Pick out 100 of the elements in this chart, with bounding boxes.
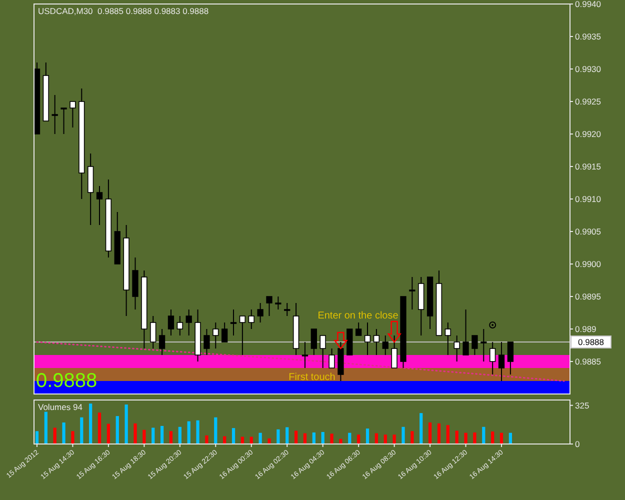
bar — [286, 427, 289, 444]
y-tick-label: 0.9935 — [575, 32, 602, 42]
bar — [437, 423, 441, 444]
bar — [250, 436, 253, 444]
bar — [303, 433, 307, 444]
bar — [374, 433, 378, 444]
candlestick — [212, 322, 219, 349]
candlestick — [498, 342, 505, 382]
bar — [196, 420, 200, 444]
bar — [89, 404, 92, 444]
candlestick — [454, 335, 460, 362]
candlestick — [302, 342, 308, 368]
candlestick — [186, 309, 192, 336]
bar — [124, 404, 128, 444]
candlestick — [284, 302, 290, 316]
bar — [402, 426, 405, 444]
y-tick-label: 0.9910 — [575, 194, 602, 204]
candlestick — [373, 328, 380, 356]
candlestick — [320, 335, 326, 368]
bar — [455, 430, 458, 444]
candlestick — [480, 328, 487, 362]
candlestick — [96, 186, 103, 226]
candlestick — [176, 316, 183, 336]
bar — [392, 434, 396, 444]
candlestick — [204, 328, 210, 356]
candlestick — [257, 302, 264, 323]
y-tick-label: 325 — [575, 400, 590, 410]
candlestick — [364, 322, 371, 356]
candlestick — [222, 322, 228, 342]
chart-title: USDCAD,M30 0.9885 0.9888 0.9883 0.9888 — [38, 6, 209, 16]
candlestick — [472, 335, 478, 356]
y-tick-label: 0.9925 — [575, 96, 602, 106]
bar — [491, 432, 494, 444]
bar — [116, 416, 119, 444]
candlestick — [310, 328, 317, 356]
candlestick — [248, 309, 254, 330]
candlestick — [52, 94, 58, 134]
bar — [312, 432, 316, 444]
candlestick — [60, 108, 67, 134]
candlestick — [70, 101, 76, 128]
bar — [71, 431, 74, 444]
bar — [187, 421, 190, 444]
bar — [35, 431, 39, 444]
bar — [44, 412, 48, 444]
y-tick-label: 0.9930 — [575, 64, 602, 74]
bar — [321, 432, 324, 444]
bar — [106, 424, 110, 444]
bar — [160, 426, 164, 444]
bar — [268, 438, 271, 444]
candlestick — [275, 296, 282, 310]
bar — [240, 436, 244, 444]
y-tick-label: 0.989 — [575, 324, 597, 334]
bar — [134, 423, 137, 444]
candlestick — [444, 322, 451, 356]
bar — [366, 428, 370, 444]
candlestick — [239, 316, 246, 356]
candlestick — [356, 322, 362, 336]
bar — [62, 422, 66, 444]
candlestick — [328, 348, 335, 368]
candlestick — [490, 342, 496, 375]
y-tick-label: 0.9895 — [575, 292, 602, 302]
bar — [53, 428, 56, 444]
candlestick — [150, 316, 156, 349]
bar — [80, 417, 84, 444]
annotation: Enter on the close — [318, 310, 399, 322]
bar — [348, 432, 352, 444]
chart-title: Volumes 94 — [38, 402, 83, 412]
bar — [357, 434, 360, 444]
annotation: First touch — [288, 372, 336, 383]
candlestick — [507, 342, 514, 375]
bar — [178, 426, 182, 444]
bar — [258, 432, 262, 444]
bar — [330, 434, 334, 444]
candlestick — [409, 276, 416, 310]
candlestick — [391, 335, 398, 368]
bar — [214, 417, 218, 444]
y-tick-label: 0.9900 — [575, 259, 602, 269]
ref-line-label: 0.9888 — [578, 337, 604, 347]
bar — [464, 432, 468, 444]
bar — [205, 435, 208, 444]
candlestick — [158, 328, 166, 356]
bar — [152, 428, 155, 444]
candlestick — [462, 309, 469, 356]
bar — [339, 438, 342, 444]
bar — [142, 430, 146, 444]
y-tick-label: 0.9915 — [575, 162, 602, 172]
bar — [276, 429, 280, 444]
candlestick — [168, 309, 174, 336]
bar — [428, 422, 432, 444]
candlestick — [382, 335, 388, 356]
y-tick-label: 0.9885 — [575, 356, 602, 366]
bar — [482, 426, 486, 444]
y-tick-label: 0.9940 — [575, 0, 602, 9]
candlestick — [266, 296, 272, 316]
bar — [384, 434, 387, 444]
bar — [500, 432, 504, 444]
bar — [508, 432, 512, 444]
bar — [446, 425, 450, 444]
bar — [169, 431, 173, 444]
y-tick-label: 0 — [575, 439, 580, 449]
